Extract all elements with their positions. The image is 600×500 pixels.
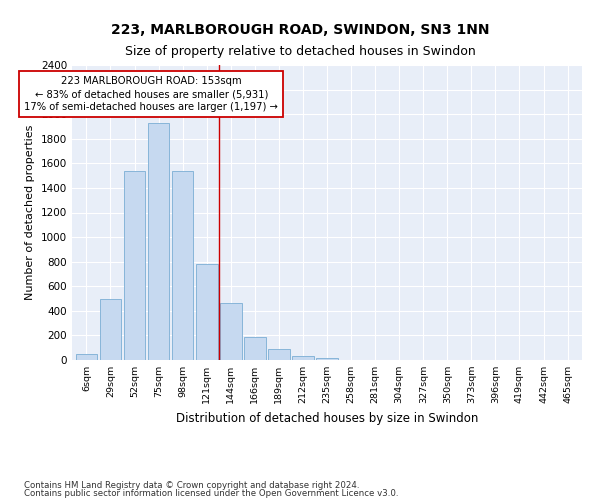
Bar <box>76 354 97 360</box>
Bar <box>244 336 266 360</box>
Bar <box>292 356 314 360</box>
Bar <box>316 358 338 360</box>
Text: Contains HM Land Registry data © Crown copyright and database right 2024.: Contains HM Land Registry data © Crown c… <box>24 480 359 490</box>
Bar <box>220 303 242 360</box>
Text: 223 MARLBOROUGH ROAD: 153sqm
← 83% of detached houses are smaller (5,931)
17% of: 223 MARLBOROUGH ROAD: 153sqm ← 83% of de… <box>25 76 278 112</box>
Bar <box>268 349 290 360</box>
Y-axis label: Number of detached properties: Number of detached properties <box>25 125 35 300</box>
Text: 223, MARLBOROUGH ROAD, SWINDON, SN3 1NN: 223, MARLBOROUGH ROAD, SWINDON, SN3 1NN <box>111 22 489 36</box>
Bar <box>148 123 169 360</box>
Bar <box>172 170 193 360</box>
Bar <box>124 170 145 360</box>
Text: Size of property relative to detached houses in Swindon: Size of property relative to detached ho… <box>125 45 475 58</box>
Bar <box>100 298 121 360</box>
Bar <box>196 264 218 360</box>
X-axis label: Distribution of detached houses by size in Swindon: Distribution of detached houses by size … <box>176 412 478 424</box>
Text: Contains public sector information licensed under the Open Government Licence v3: Contains public sector information licen… <box>24 489 398 498</box>
